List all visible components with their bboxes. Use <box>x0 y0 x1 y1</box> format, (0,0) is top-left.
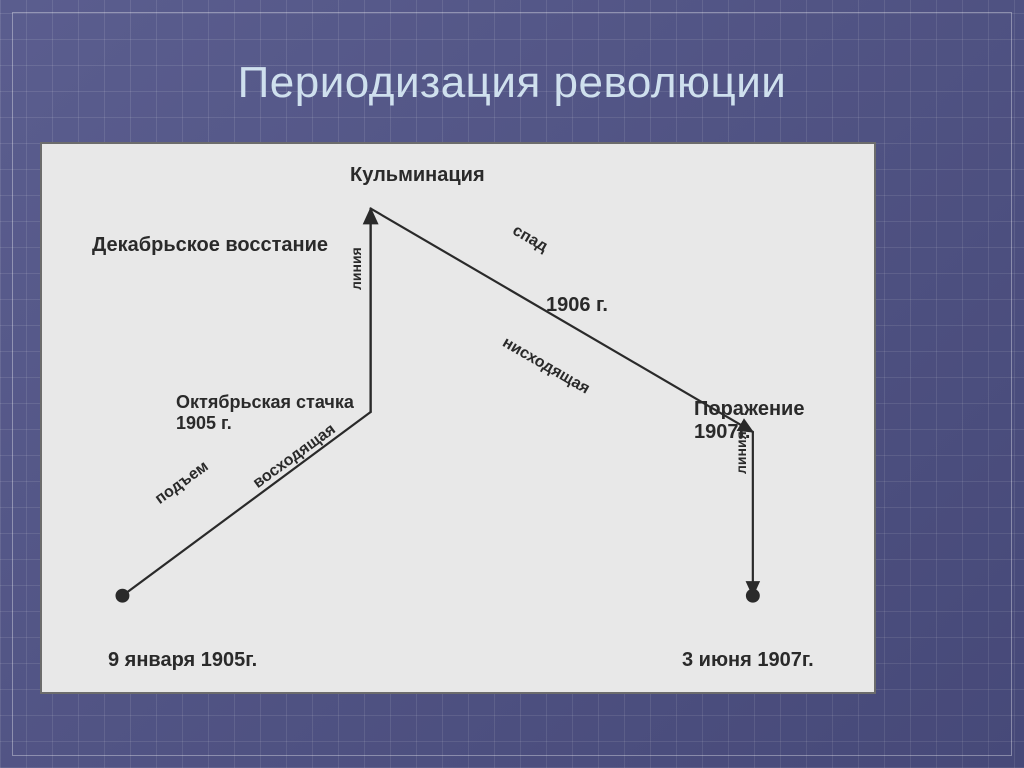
label-node-end: 3 июня 1907г. <box>682 649 814 672</box>
label-edge-down: линия <box>733 431 749 474</box>
slide-background: Периодизация революции 9 января 1905г.Ок… <box>0 0 1024 768</box>
slide-title: Периодизация революции <box>0 58 1024 108</box>
label-node-year06: 1906 г. <box>546 294 608 317</box>
label-node-start: 9 января 1905г. <box>108 649 257 672</box>
node-start <box>116 589 130 603</box>
label-node-peak: Кульминация <box>350 164 485 187</box>
label-node-defeat: Поражение1907г. <box>694 398 804 444</box>
node-end <box>746 589 760 603</box>
diagram-frame: 9 января 1905г.Октябрьская стачка1905 г.… <box>40 142 876 694</box>
label-node-dec: Декабрьское восстание <box>92 234 328 257</box>
label-edge-up: линия <box>348 247 364 290</box>
